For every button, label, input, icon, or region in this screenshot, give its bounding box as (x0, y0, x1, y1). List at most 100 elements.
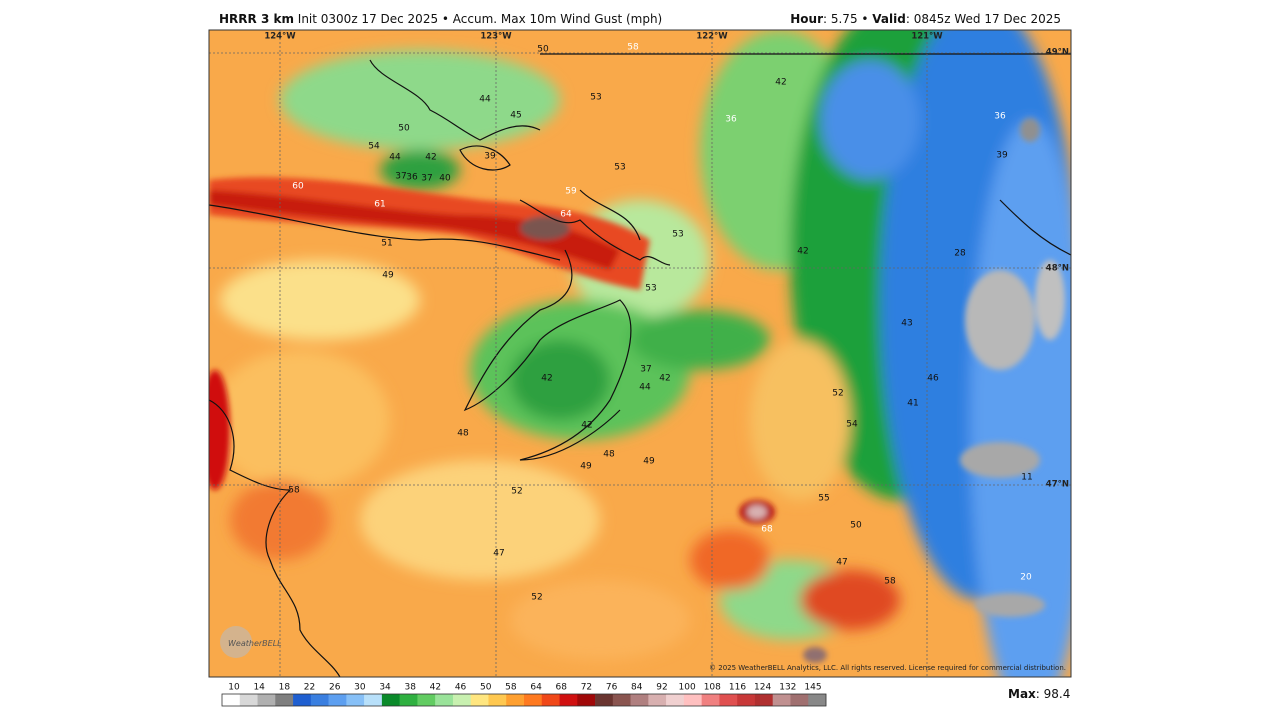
colorbar-label: 58 (505, 683, 517, 693)
colorbar-label: 18 (279, 683, 291, 693)
gust-value: 54 (368, 142, 380, 152)
colorbar-label: 26 (329, 683, 341, 693)
gust-value: 37 (421, 174, 432, 184)
colorbar-swatch (524, 694, 543, 706)
longitude-label: 121°W (911, 32, 943, 42)
gust-value: 36 (994, 112, 1006, 122)
gust-value: 45 (510, 111, 521, 121)
colorbar-swatch (417, 694, 436, 706)
colorbar-swatch (772, 694, 791, 706)
longitude-label: 122°W (696, 32, 728, 42)
gust-value: 44 (639, 383, 651, 393)
colorbar-label: 116 (729, 683, 746, 693)
colorbar-swatch (435, 694, 454, 706)
colorbar-swatch (488, 694, 507, 706)
colorbar-swatch (790, 694, 809, 706)
gust-value: 36 (406, 173, 418, 183)
gust-value: 42 (581, 421, 592, 431)
colorbar-frame (221, 693, 827, 707)
gust-value: 42 (775, 78, 786, 88)
gust-value: 61 (374, 200, 385, 210)
gust-value: 43 (901, 319, 912, 329)
colorbar-swatch (541, 694, 560, 706)
gust-value: 52 (511, 487, 522, 497)
colorbar-swatch (257, 694, 276, 706)
gust-value: 39 (484, 152, 496, 162)
gust-value: 64 (560, 210, 572, 220)
colorbar-swatch (470, 694, 489, 706)
colorbar-swatch (222, 694, 241, 706)
colorbar-swatch (399, 694, 418, 706)
colorbar-label: 132 (779, 683, 796, 693)
colorbar-swatch (346, 694, 365, 706)
colorbar-swatch (595, 694, 614, 706)
colorbar-label: 76 (606, 683, 618, 693)
header-valid: Hour: 5.75 • Valid: 0845z Wed 17 Dec 202… (790, 12, 1061, 26)
gust-value: 50 (850, 521, 862, 531)
gust-value: 37 (395, 172, 406, 182)
gust-value: 11 (1021, 473, 1032, 483)
gust-value: 42 (541, 374, 552, 384)
gust-value: 42 (425, 153, 436, 163)
map-labels: 124°W 123°W 122°W 121°W 49°N 48°N 47°N 50 58 53 44… (264, 32, 1069, 603)
colorbar-label: 30 (354, 683, 366, 693)
gust-value: 47 (836, 558, 847, 568)
colorbar-label: 124 (754, 683, 771, 693)
colorbar-swatch (293, 694, 312, 706)
colorbar-label: 145 (804, 683, 821, 693)
gust-value: 51 (381, 239, 392, 249)
colorbar-label: 42 (430, 683, 441, 693)
colorbar-swatch (364, 694, 383, 706)
gust-value: 50 (537, 45, 549, 55)
gust-value: 47 (493, 549, 504, 559)
colorbar-swatch (612, 694, 631, 706)
colorbar-label: 64 (530, 683, 542, 693)
latitude-label: 47°N (1046, 480, 1069, 490)
colorbar-swatch (808, 694, 827, 706)
colorbar-label: 22 (304, 683, 315, 693)
gust-value: 52 (832, 389, 843, 399)
max-value: Max: 98.4 (1008, 687, 1070, 701)
colorbar-swatch (275, 694, 294, 706)
gust-value: 20 (1020, 573, 1032, 583)
gust-value: 42 (659, 374, 670, 384)
gust-value: 37 (640, 365, 651, 375)
colorbar-label: 68 (556, 683, 568, 693)
colorbar-swatch (310, 694, 329, 706)
gust-value: 54 (846, 420, 858, 430)
copyright: © 2025 WeatherBELL Analytics, LLC. All r… (709, 664, 1066, 672)
colorbar-label: 72 (581, 683, 592, 693)
latitude-label: 49°N (1046, 48, 1069, 58)
gust-value: 44 (389, 153, 401, 163)
gust-value: 55 (818, 494, 829, 504)
colorbar-label: 34 (379, 683, 391, 693)
gust-value: 48 (457, 429, 469, 439)
gust-value: 53 (614, 163, 625, 173)
logo: WeatherBELL (228, 639, 282, 648)
gust-value: 28 (954, 249, 966, 259)
gust-value: 49 (643, 457, 655, 467)
colorbar-label: 38 (404, 683, 416, 693)
gust-value: 68 (761, 525, 773, 535)
colorbar-swatch (559, 694, 578, 706)
colorbar-swatch (754, 694, 774, 706)
colorbar-swatch (577, 694, 596, 706)
colorbar-swatch (381, 694, 400, 706)
map-frame (208, 29, 1072, 678)
colorbar-swatch (452, 694, 472, 706)
gust-value: 53 (672, 230, 683, 240)
gust-value: 44 (479, 95, 491, 105)
gust-value: 53 (590, 93, 601, 103)
longitude-label: 124°W (264, 32, 296, 42)
colorbar-label: 14 (253, 683, 265, 693)
gust-value: 53 (645, 284, 656, 294)
colorbar-swatch (328, 694, 347, 706)
gust-value: 60 (292, 182, 304, 192)
latitude-label: 48°N (1046, 264, 1069, 274)
colorbar-swatch (506, 694, 525, 706)
header-model: HRRR 3 km Init 0300z 17 Dec 2025 • Accum… (219, 12, 662, 26)
gust-value: 48 (603, 450, 615, 460)
colorbar-label: 84 (631, 683, 643, 693)
colorbar-swatch (719, 694, 738, 706)
colorbar-label: 92 (656, 683, 667, 693)
